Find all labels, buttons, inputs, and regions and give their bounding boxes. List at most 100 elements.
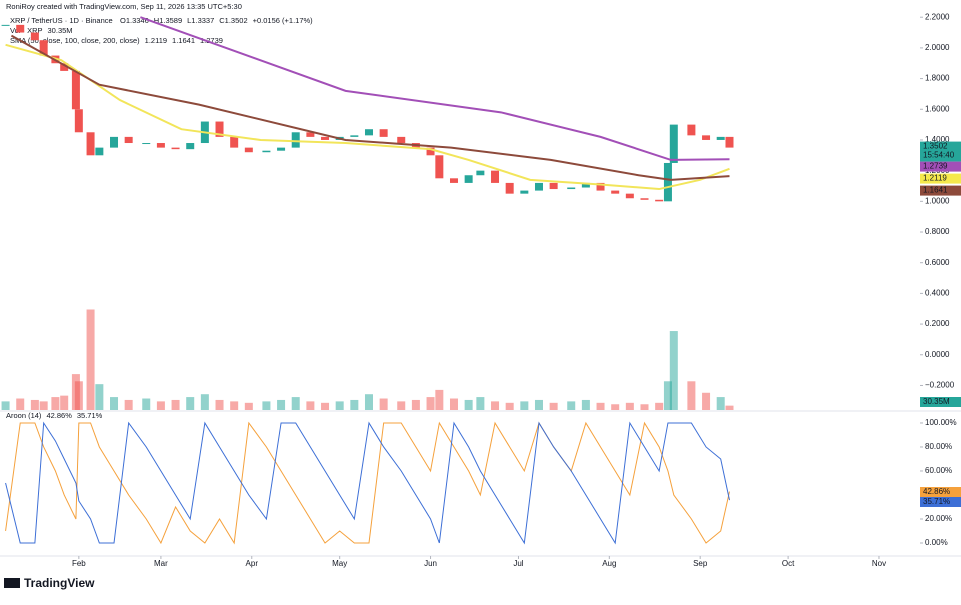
- ohlc-value: L1.3337: [187, 16, 214, 25]
- volume-bar: [411, 399, 420, 410]
- volume-tag: 30.35M: [923, 397, 950, 406]
- candle: [230, 136, 239, 148]
- candle: [687, 124, 696, 136]
- x-tick-label: Sep: [693, 559, 708, 568]
- candle: [30, 32, 39, 41]
- candle: [156, 143, 165, 148]
- volume-bar: [464, 399, 473, 410]
- y-tick-label: 0.4000: [925, 288, 950, 297]
- volume-bar: [596, 402, 605, 410]
- y-tick-label: 2.0000: [925, 43, 950, 52]
- volume-bar: [379, 398, 388, 410]
- vol-label: Vol · XRP: [10, 26, 43, 35]
- volume-bar: [51, 397, 60, 410]
- volume-bar: [655, 402, 664, 410]
- candle: [74, 109, 83, 133]
- y-tick-label: 0.2000: [925, 319, 950, 328]
- volume-bar: [156, 401, 165, 410]
- candle: [435, 155, 444, 179]
- volume-bar: [534, 399, 543, 410]
- y-tick-label: 100.00%: [925, 418, 957, 427]
- volume-bar: [491, 401, 500, 410]
- volume-bar: [16, 398, 25, 410]
- candle: [306, 132, 315, 137]
- candle: [655, 199, 664, 202]
- candle: [95, 147, 104, 156]
- volume-bar: [262, 401, 271, 410]
- candle: [379, 129, 388, 137]
- candle: [449, 178, 458, 183]
- candle: [716, 136, 725, 140]
- volume-bar: [364, 394, 373, 410]
- y-tick-label: 0.0000: [925, 350, 950, 359]
- x-tick-label: Jun: [424, 559, 437, 568]
- y-tick-label: 2.2000: [925, 12, 950, 21]
- volume-bar: [110, 397, 119, 410]
- volume-bar: [435, 389, 444, 410]
- x-tick-label: Jul: [513, 559, 523, 568]
- volume-bar: [350, 399, 359, 410]
- price-tag-bg: [920, 141, 961, 162]
- candle: [476, 170, 485, 176]
- volume-bar: [702, 392, 711, 410]
- symbol: XRP / TetherUS · 1D · Binance: [10, 16, 113, 25]
- volume-bar: [60, 395, 69, 410]
- candle: [596, 182, 605, 191]
- candle: [567, 187, 576, 190]
- y-tick-label: 1.4000: [925, 135, 950, 144]
- aroon-tag-bg: [920, 497, 961, 507]
- sma-tag: 1.2119: [923, 174, 947, 183]
- volume-bar: [725, 405, 734, 410]
- candle: [581, 182, 590, 188]
- volume-bar: [335, 401, 344, 410]
- candle: [262, 150, 271, 153]
- candle: [725, 136, 734, 148]
- sma-tag-bg: [920, 185, 961, 196]
- sma-line: [140, 16, 730, 161]
- candle: [124, 136, 133, 144]
- aroon-legend-value: 42.86%: [46, 411, 72, 420]
- candle: [186, 143, 195, 150]
- timer: 15:54:40: [923, 151, 955, 160]
- volume-bar: [186, 397, 195, 410]
- y-tick-label: 0.6000: [925, 258, 950, 267]
- volume-bar: [520, 401, 529, 410]
- candle: [534, 182, 543, 191]
- candle: [171, 147, 180, 150]
- x-tick-label: May: [332, 559, 347, 568]
- y-tick-label: 20.00%: [925, 514, 952, 523]
- credit: RoniRoy created with TradingView.com, Se…: [6, 2, 242, 11]
- volume-bar: [1, 401, 10, 410]
- volume-bar: [30, 399, 39, 410]
- ohlc-value: H1.3589: [154, 16, 182, 25]
- candle: [60, 63, 69, 71]
- volume-bar: [505, 402, 514, 410]
- volume-bar: [625, 402, 634, 410]
- candle: [244, 147, 253, 153]
- volume-bar: [716, 397, 725, 410]
- y-tick-label: 1.0000: [925, 196, 950, 205]
- candle: [364, 129, 373, 136]
- volume-bar: [321, 402, 330, 410]
- volume-bar: [124, 399, 133, 410]
- sma-legend-value: 1.2119: [145, 36, 167, 45]
- volume-bar: [476, 397, 485, 410]
- sma-label: SMA (50, close, 100, close, 200, close): [10, 36, 140, 45]
- sma-tag-bg: [920, 173, 961, 184]
- y-tick-label: 80.00%: [925, 442, 952, 451]
- candle: [491, 170, 500, 183]
- x-tick-label: Mar: [154, 559, 168, 568]
- candle: [505, 182, 514, 194]
- candle: [520, 190, 529, 194]
- candle: [215, 121, 224, 137]
- candle: [549, 182, 558, 190]
- volume-bar: [549, 402, 558, 410]
- y-tick-label: 1.8000: [925, 74, 950, 83]
- candle: [611, 190, 620, 194]
- vol-legend-value: 30.35M: [48, 26, 73, 35]
- volume-bar: [687, 381, 696, 410]
- aroon-tag-bg: [920, 487, 961, 497]
- volume-bar: [581, 399, 590, 410]
- x-tick-label: Oct: [782, 559, 795, 568]
- candle: [110, 136, 119, 148]
